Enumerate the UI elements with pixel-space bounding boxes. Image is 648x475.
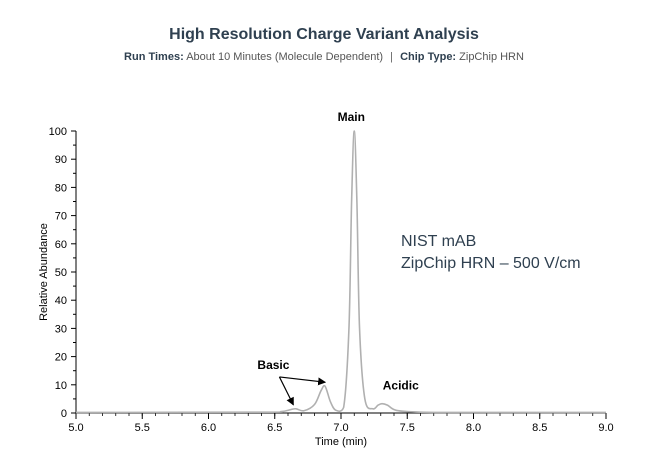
y-tick-label: 70	[55, 211, 67, 223]
subtitle-separator: |	[390, 51, 394, 63]
run-times-value: About 10 Minutes (Molecule Dependent)	[186, 51, 384, 63]
run-times-label: Run Times:	[124, 51, 184, 63]
marks-group: Main Acidic Basic	[75, 110, 607, 414]
y-tick-label: 80	[55, 182, 67, 194]
chip-type-label: Chip Type:	[400, 51, 457, 63]
trace-line	[75, 130, 607, 414]
y-tick-label: 10	[55, 380, 67, 392]
y-axis-label: Relative Abundance	[38, 223, 50, 321]
inset-line-2: ZipChip HRN – 500 V/cm	[401, 255, 581, 272]
chip-type-value: ZipChip HRN	[459, 51, 524, 63]
y-tick-label: 100	[49, 126, 67, 138]
x-tick-label: 5.0	[68, 422, 83, 434]
x-tick-label: 6.0	[201, 422, 216, 434]
main-peak-label: Main	[338, 110, 365, 124]
x-tick-label: 8.5	[532, 422, 547, 434]
y-tick-label: 40	[55, 295, 67, 307]
y-tick-label: 60	[55, 239, 67, 251]
chart-subtitle: Run Times: About 10 Minutes (Molecule De…	[0, 51, 648, 63]
chart-title: High Resolution Charge Variant Analysis	[169, 26, 479, 43]
basic-arrow	[279, 376, 327, 386]
y-tick-label: 0	[61, 408, 67, 420]
x-tick-label: 8.0	[466, 422, 481, 434]
x-tick-label: 9.0	[598, 422, 613, 434]
y-tick-label: 30	[55, 323, 67, 335]
basic-peak-label: Basic	[257, 358, 289, 372]
x-tick-label: 5.5	[135, 422, 150, 434]
x-tick-label: 7.0	[333, 422, 348, 434]
x-axis-label: Time (min)	[315, 436, 367, 448]
acidic-peak-label: Acidic	[383, 379, 419, 393]
inset-line-1: NIST mAB	[401, 233, 476, 250]
axes-group: 0 10 20 30 40 50 60 70 80 90 100 5.0 5.5 6.0 6.5 7.0 7.5…	[38, 126, 614, 448]
y-tick-label: 20	[55, 352, 67, 364]
x-tick-label: 6.5	[267, 422, 282, 434]
x-tick-label: 7.5	[400, 422, 415, 434]
y-tick-label: 50	[55, 267, 67, 279]
y-tick-label: 90	[55, 154, 67, 166]
basic-arrow	[278, 376, 294, 406]
